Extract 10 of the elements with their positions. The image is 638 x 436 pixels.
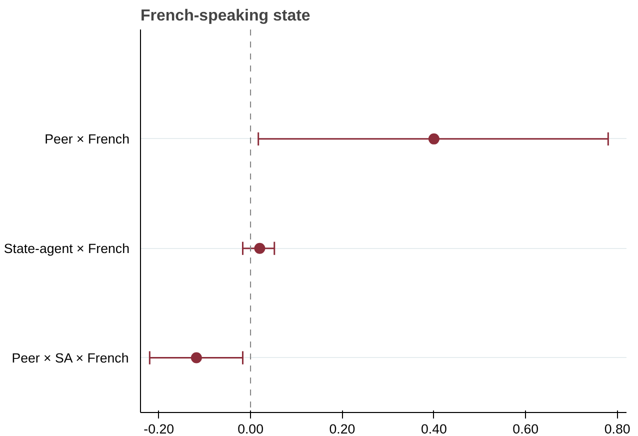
x-tick-label: 0.40 [420, 422, 447, 436]
y-tick-label: Peer × French [44, 131, 130, 146]
x-tick-label: 0.60 [512, 422, 539, 436]
x-tick-label: 0.20 [329, 422, 356, 436]
x-tick-label: -0.20 [144, 422, 174, 436]
x-tick-label: 0.80 [604, 422, 630, 436]
x-tick-label: 0.00 [238, 422, 264, 436]
y-tick-label: State-agent × French [4, 240, 130, 256]
y-tick-label: Peer × SA × French [12, 350, 129, 366]
chart-title: French-speaking state [140, 8, 310, 24]
